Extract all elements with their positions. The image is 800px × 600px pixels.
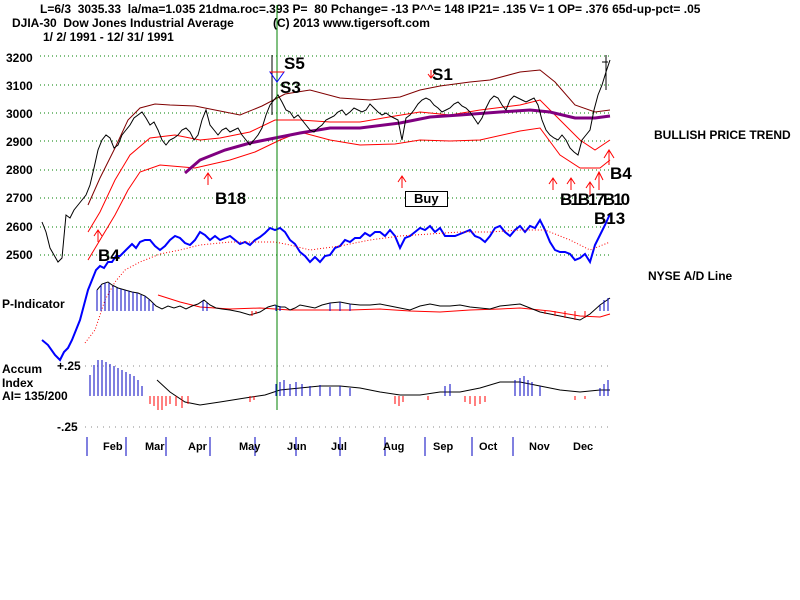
month-apr: Apr: [188, 441, 207, 453]
ad-line-ma: [84, 229, 611, 344]
month-mar: Mar: [145, 441, 165, 453]
signal-s5: S5: [284, 54, 305, 73]
p-indicator-hist: [96, 283, 609, 311]
y-tick-2900: 2900: [6, 135, 33, 149]
y-tick-3000: 3000: [6, 107, 33, 121]
signal-s1: S1: [432, 65, 453, 84]
price-ticks: [271, 55, 608, 115]
trend-label: BULLISH PRICE TREND: [654, 128, 791, 142]
month-feb: Feb: [103, 441, 123, 453]
signal-s3: S3: [280, 78, 301, 97]
accum-grid: [85, 365, 610, 428]
month-may: May: [239, 441, 261, 453]
month-nov: Nov: [529, 441, 550, 453]
chart-title: DJIA-30 Dow Jones Industrial Average: [12, 16, 234, 30]
y-tick-3200: 3200: [6, 51, 33, 65]
month-aug: Aug: [383, 441, 405, 453]
month-oct: Oct: [479, 441, 498, 453]
signal-b13: B13: [594, 209, 626, 228]
accum-ai: AI= 135/200: [2, 389, 68, 403]
signal-b4-right: B4: [610, 164, 632, 183]
y-tick-2800: 2800: [6, 163, 33, 177]
accum-label-1: Accum: [2, 362, 43, 376]
p-indicator-label: P-Indicator: [2, 297, 65, 311]
p-indicator-ma: [157, 294, 611, 318]
accum-hist-pos: [89, 360, 609, 396]
y-tick-3100: 3100: [6, 79, 33, 93]
month-separators: [86, 437, 514, 456]
y-tick-2500: 2500: [6, 248, 33, 262]
accum-plus25: +.25: [57, 359, 81, 373]
header-stats: L=6/3 3035.33 la/ma=1.035 21dma.roc=.393…: [40, 2, 701, 16]
accum-label-2: Index: [2, 376, 34, 390]
signal-b4-left: B4: [98, 246, 120, 265]
ad-line: [41, 213, 611, 362]
month-jul: Jul: [331, 441, 347, 453]
accum-ma: [156, 379, 610, 406]
y-tick-2700: 2700: [6, 191, 33, 205]
signal-b18: B18: [215, 189, 247, 208]
price-bars: [41, 59, 611, 263]
date-range: 1/ 2/ 1991 - 12/ 31/ 1991: [43, 30, 174, 44]
ad-line-label: NYSE A/D Line: [648, 269, 733, 283]
signal-arrows: [93, 70, 615, 242]
signal-b-cluster: B1B17B10: [560, 190, 630, 209]
month-dec: Dec: [573, 441, 594, 453]
signal-buy: Buy: [405, 191, 448, 207]
month-sep: Sep: [433, 441, 454, 453]
copyright: (C) 2013 www.tigersoft.com: [273, 16, 430, 30]
upper-band: [87, 69, 611, 206]
accum-hist-neg: [149, 396, 586, 410]
moving-average: [184, 108, 611, 175]
accum-minus25: -.25: [57, 420, 78, 434]
p-indicator-line: [96, 281, 611, 321]
inner-lower-band: [87, 127, 611, 261]
price-grid: [40, 55, 610, 256]
y-tick-2600: 2600: [6, 220, 33, 234]
month-jun: Jun: [287, 441, 307, 453]
inner-upper-band: [87, 99, 611, 233]
p-indicator-neg-hist: [251, 311, 586, 320]
